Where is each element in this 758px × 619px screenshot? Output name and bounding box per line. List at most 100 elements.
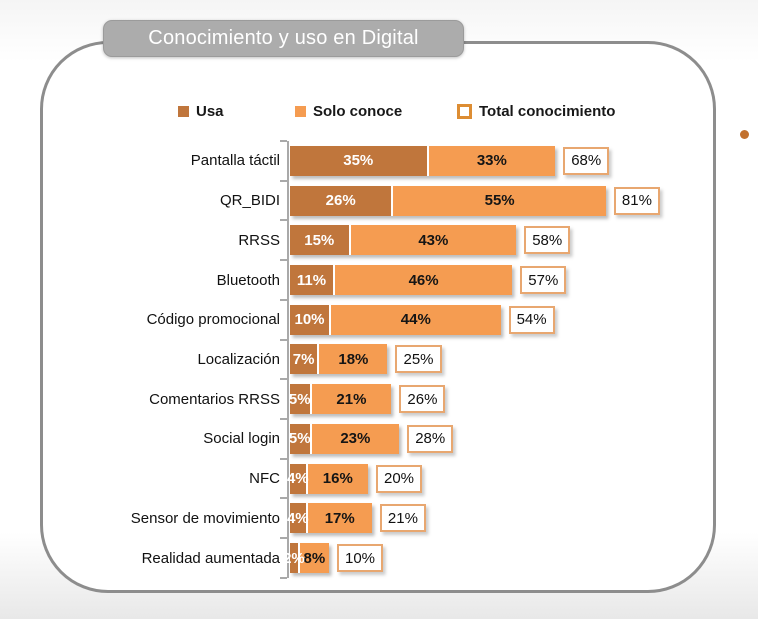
axis-tick [280,418,287,421]
category-label: QR_BIDI [219,192,280,210]
bar-stack: 7% 18% [290,344,388,375]
usa-value: 26% [325,192,356,210]
axis-tick [280,179,287,182]
bar-stack: 5% 21% [288,384,392,415]
bar-group: 26% 55% 81% [290,185,660,216]
bar-stack: 26% 55% [290,185,606,216]
usa-value: 5% [288,390,311,408]
solo-conoce-value: 55% [484,192,515,210]
chart-legend: Usa Solo conoce Total conocimiento [178,103,648,125]
solo-conoce-value: 17% [324,509,355,527]
category-label: Localización [197,350,280,368]
chart-row: Comentarios RRSS 5% 21% 26% [0,379,715,419]
axis-tick [280,219,287,222]
bar-stack: 2% 8% [283,543,329,574]
chart-row: Código promocional 10% 44% 54% [0,300,715,340]
usa-segment: 11% [290,265,333,296]
axis-tick [280,457,287,460]
usa-value: 7% [292,350,315,368]
bar-stack: 4% 16% [286,463,368,494]
usa-segment: 2% [283,543,305,574]
bar-stack: 5% 23% [288,423,400,454]
solo-conoce-segment: 18% [317,344,388,375]
total-value-box: 54% [508,305,555,334]
bar-group: 2% 8% 10% [283,543,384,574]
bar-stack: 10% 44% [290,304,501,335]
bar-group: 11% 46% 57% [290,265,567,296]
legend-item-solo-conoce: Solo conoce [295,103,402,120]
solo-conoce-segment: 21% [309,384,392,415]
page-title-text: Conocimiento y uso en Digital [148,27,419,49]
total-swatch-icon [457,104,472,119]
solo-conoce-value: 44% [400,311,431,329]
solo-conoce-segment: 43% [348,225,517,256]
solo-conoce-segment: 17% [305,503,372,534]
category-label: RRSS [238,231,280,249]
bar-stack: 15% 43% [290,225,517,256]
usa-value: 5% [288,430,311,448]
total-value-box: 10% [336,544,384,573]
usa-value: 2% [283,549,305,567]
total-value-box: 81% [613,186,660,215]
total-value-box: 25% [395,345,442,374]
legend-label-total: Total conocimiento [479,103,616,120]
total-value-box: 28% [407,424,454,453]
usa-segment: 5% [288,384,311,415]
axis-tick [280,259,287,262]
axis-tick [280,378,287,381]
solo-conoce-segment: 16% [305,463,368,494]
chart-row: Realidad aumentada 2% 8% 10% [0,538,715,578]
category-label: Código promocional [146,311,280,329]
solo-conoce-segment: 33% [426,145,556,176]
axis-tick [280,576,287,579]
usa-segment: 26% [290,185,392,216]
solo-conoce-value: 43% [418,231,449,249]
chart-row: Localización 7% 18% 25% [0,340,715,380]
category-label: Comentarios RRSS [149,390,280,408]
total-value-box: 57% [520,266,567,295]
bar-stack: 11% 46% [290,265,513,296]
usa-segment: 5% [288,423,311,454]
usa-segment: 35% [290,145,427,176]
usa-value: 11% [296,271,327,289]
solo-conoce-segment: 44% [329,304,501,335]
chart-row: QR_BIDI 26% 55% 81% [0,181,715,221]
category-label: Realidad aumentada [141,549,280,567]
solo-conoce-value: 46% [408,271,439,289]
bar-stack: 35% 33% [290,145,556,176]
axis-tick [280,537,287,540]
bar-group: 15% 43% 58% [290,225,571,256]
chart-row: Social login 5% 23% 28% [0,419,715,459]
bar-group: 10% 44% 54% [290,304,555,335]
usa-segment: 15% [290,225,349,256]
chart-row: NFC 4% 16% 20% [0,459,715,499]
bar-group: 4% 17% 21% [286,503,426,534]
usa-value: 35% [343,152,374,170]
chart-row: Pantalla táctil 35% 33% 68% [0,141,715,181]
category-axis-line [287,141,289,578]
usa-value: 4% [286,470,309,488]
usa-value: 4% [286,509,309,527]
legend-label-usa: Usa [196,103,224,120]
usa-segment: 4% [286,503,309,534]
usa-segment: 10% [290,304,329,335]
chart-row: RRSS 15% 43% 58% [0,220,715,260]
solo-conoce-segment: 55% [391,185,606,216]
bar-group: 4% 16% 20% [286,463,423,494]
page-title: Conocimiento y uso en Digital [103,20,464,57]
category-label: Bluetooth [216,271,280,289]
total-value-box: 21% [379,504,426,533]
total-value-box: 58% [524,226,571,255]
legend-item-usa: Usa [178,103,224,120]
solo-conoce-segment: 8% [297,543,329,574]
solo-conoce-value: 33% [476,152,507,170]
usa-value: 15% [304,231,335,249]
category-label: Sensor de movimiento [130,509,280,527]
solo-conoce-swatch-icon [295,106,306,117]
usa-swatch-icon [178,106,189,117]
solo-conoce-value: 16% [322,470,353,488]
axis-tick [280,140,287,142]
bar-group: 5% 21% 26% [288,384,446,415]
bar-stack: 4% 17% [286,503,372,534]
usa-segment: 7% [290,344,318,375]
